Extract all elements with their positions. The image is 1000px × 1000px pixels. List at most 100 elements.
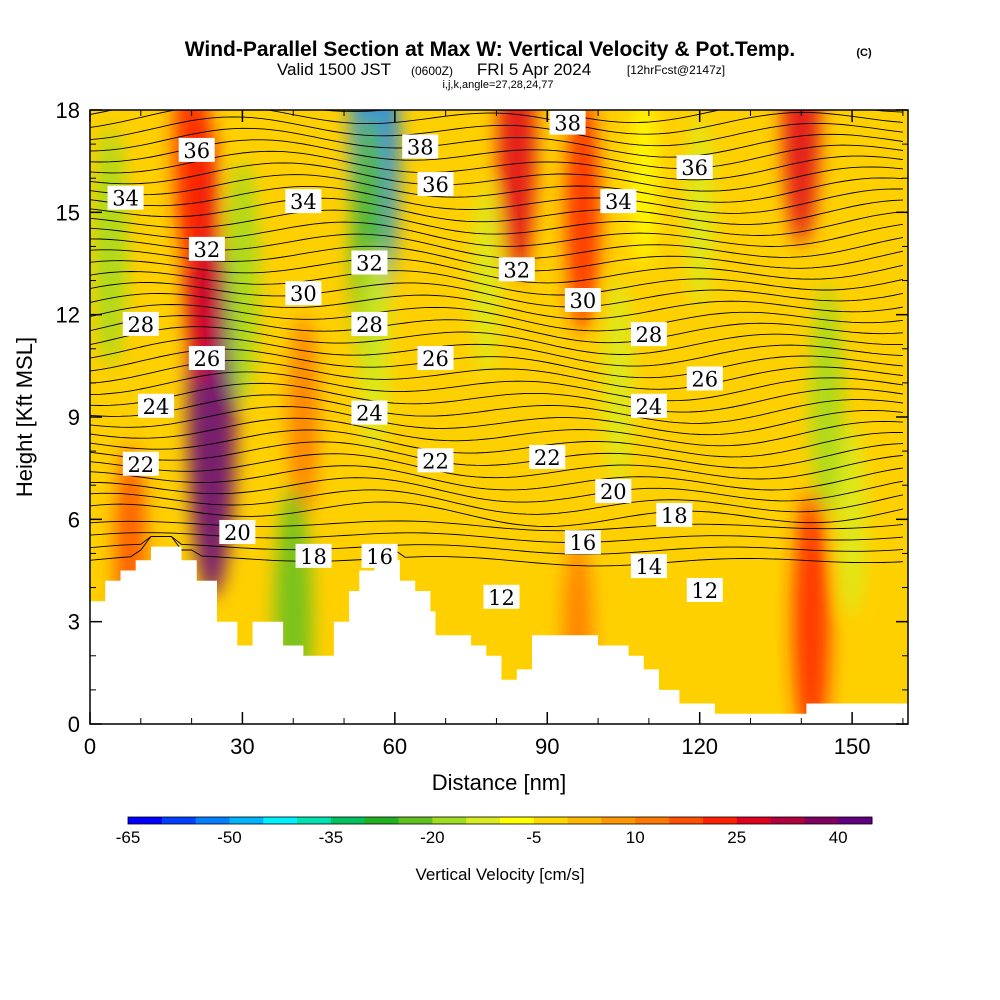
theta-line-5 <box>90 489 903 515</box>
contour-label-text: 32 <box>356 252 383 276</box>
theta-line-13 <box>90 394 903 424</box>
contour-label-bg <box>107 185 144 210</box>
colorbar-swatch <box>128 817 163 824</box>
colorbar-swatch <box>635 817 670 824</box>
contour-label-text: 18 <box>300 545 327 569</box>
contour-label-9: 16 <box>361 543 398 569</box>
colorbar-swatch <box>229 817 264 824</box>
colorbar-swatch <box>364 817 400 824</box>
theta-line-21 <box>90 304 903 332</box>
x-axis-label: Distance [nm] <box>432 770 567 795</box>
colorbar-swatch <box>398 817 433 824</box>
contour-label-33: 12 <box>686 577 723 603</box>
contour-label-bg <box>630 393 667 418</box>
x-tick-label: 90 <box>535 734 559 759</box>
contour-label-17: 24 <box>351 400 388 426</box>
contour-label-bg <box>656 502 693 527</box>
valid-utc: (0600Z) <box>411 64 453 78</box>
theta-line-9 <box>90 441 903 469</box>
velocity-cell-15 <box>782 110 821 245</box>
contour-label-bg <box>285 281 322 306</box>
x-tick-label: 30 <box>230 734 254 759</box>
contour-label-bg <box>122 451 159 476</box>
contour-label-bg <box>295 543 332 568</box>
contour-label-text: 32 <box>193 238 220 262</box>
contour-label-text: 26 <box>691 367 718 391</box>
contour-label-bg <box>138 393 175 418</box>
theta-line-28 <box>90 221 903 247</box>
contour-label-29: 18 <box>656 502 693 528</box>
theta-line-12 <box>90 406 903 436</box>
theta-line-27 <box>90 233 903 260</box>
y-tick-label: 12 <box>56 303 80 328</box>
contour-label-18: 22 <box>417 448 454 473</box>
contour-label-text: 24 <box>143 395 170 419</box>
theta-line-8 <box>90 453 903 480</box>
contour-label-31: 14 <box>630 554 667 579</box>
colorbar-swatch <box>195 817 230 824</box>
theta-line-1 <box>90 535 903 555</box>
velocity-cell-16 <box>810 285 844 514</box>
contour-label-text: 16 <box>569 531 596 555</box>
contour-label-bg <box>122 311 159 336</box>
contour-label-text: 36 <box>681 156 708 180</box>
terrain <box>90 546 908 724</box>
theta-line-25 <box>90 257 903 284</box>
colorbar: -65 -50 -35 -20 -5 10 25 40 <box>116 816 873 847</box>
contour-label-bg <box>529 444 566 469</box>
contour-label-text: 34 <box>605 190 632 214</box>
contour-label-19: 22 <box>529 444 566 470</box>
theta-line-30 <box>90 197 903 225</box>
colorbar-tick-label: 40 <box>829 828 848 847</box>
y-tick-label: 18 <box>56 98 80 123</box>
contour-label-text: 20 <box>600 480 627 504</box>
contour-label-bg <box>564 288 601 313</box>
contour-label-text: 32 <box>503 258 530 282</box>
contour-label-bg <box>361 543 398 568</box>
valid-time: Valid 1500 JST <box>277 60 391 79</box>
contour-label-bg <box>351 311 388 336</box>
contour-label-text: 22 <box>534 446 561 470</box>
contour-label-bg <box>630 554 667 579</box>
theta-line-36 <box>90 127 903 158</box>
contour-label-22: 34 <box>600 189 637 214</box>
theta-contours <box>90 110 903 567</box>
contour-label-text: 30 <box>569 289 596 313</box>
contour-label-text: 30 <box>290 282 317 306</box>
velocity-cell-11 <box>472 184 501 377</box>
contour-label-bg <box>595 479 632 504</box>
colorbar-swatch <box>533 817 569 824</box>
contour-label-text: 36 <box>183 139 210 163</box>
theta-line-20 <box>90 315 903 344</box>
colorbar-swatch <box>432 817 467 824</box>
contour-label-24: 28 <box>630 322 667 347</box>
contour-label-6: 22 <box>122 451 159 477</box>
contour-label-5: 24 <box>138 393 175 419</box>
theta-line-24 <box>90 270 903 296</box>
contour-label-text: 34 <box>290 190 317 214</box>
forecast-info: [12hrFcst@2147z] <box>627 63 725 77</box>
velocity-cell-9 <box>498 110 536 280</box>
velocity-cell-12 <box>603 277 634 488</box>
contour-label-20: 38 <box>549 110 586 136</box>
contour-label-text: 28 <box>127 313 154 337</box>
chart-title: Wind-Parallel Section at Max W: Vertical… <box>185 38 796 61</box>
contour-label-text: 22 <box>127 453 154 477</box>
contour-label-3: 28 <box>122 311 159 337</box>
contour-label-16: 26 <box>417 346 454 371</box>
contour-label-0: 36 <box>178 137 215 163</box>
contour-label-26: 36 <box>676 154 713 180</box>
contour-label-21: 32 <box>498 257 535 282</box>
contour-label-10: 38 <box>402 134 439 160</box>
colorbar-swatch <box>161 817 197 824</box>
contour-label-bg <box>351 400 388 425</box>
contour-label-bg <box>417 448 454 473</box>
contour-label-25: 24 <box>630 393 667 419</box>
colorbar-swatch <box>601 817 636 824</box>
contour-label-bg <box>630 322 667 347</box>
colorbar-swatch <box>567 817 602 824</box>
contour-label-bg <box>564 530 601 555</box>
theta-line-7 <box>90 465 903 491</box>
x-tick-label: 60 <box>383 734 407 759</box>
